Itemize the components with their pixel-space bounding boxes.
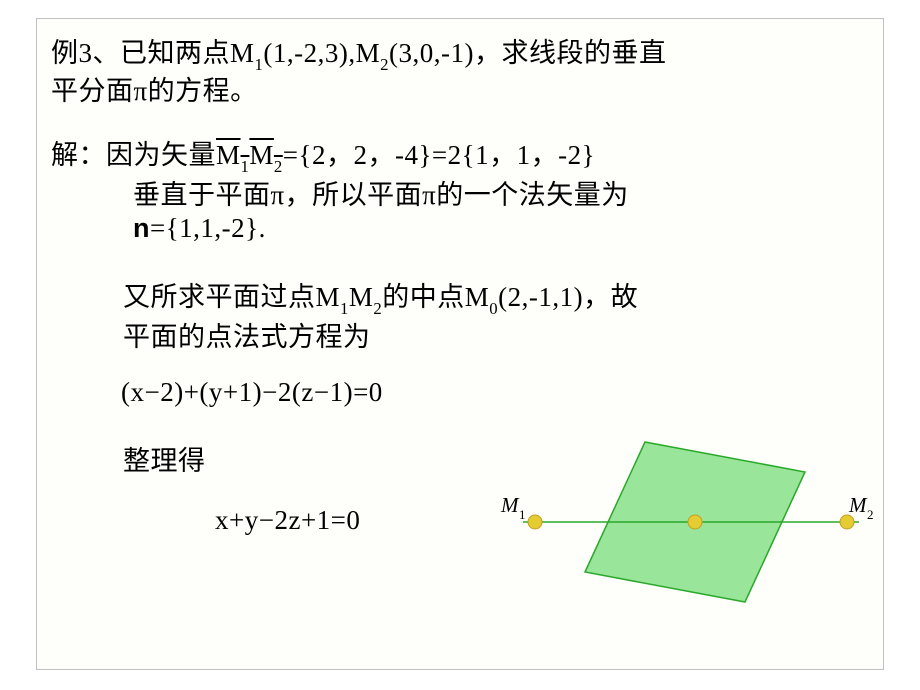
s4-d: (2,-1,1)，故 <box>498 282 638 312</box>
s1-d: ={2，2，-4}=2{1，1，-2} <box>283 140 595 170</box>
point-m1 <box>528 515 542 529</box>
solution-line-3: n={1,1,-2}. <box>133 213 266 244</box>
sub-0: 0 <box>489 299 498 318</box>
s5: 平面的点法式方程为 <box>123 322 371 352</box>
solution-line-1: 解：因为矢量M1M2={2，2，-4}=2{1，1，-2} <box>51 133 595 175</box>
problem-line-1: 例3、已知两点M1(1,-2,3),M2(3,0,-1)，求线段的垂直 <box>51 31 666 73</box>
sub-2c: 2 <box>373 299 382 318</box>
s4-b: M <box>349 282 374 312</box>
solution-line-2: 垂直于平面π，所以平面π的一个法矢量为 <box>133 173 629 212</box>
slide-inner: 例3、已知两点M1(1,-2,3),M2(3,0,-1)，求线段的垂直 平分面π… <box>36 18 884 670</box>
s8: x+y−2z+1=0 <box>215 505 360 535</box>
label-m1: M1 <box>501 493 526 521</box>
solution-line-7: 整理得 <box>123 439 206 478</box>
problem-l2: 平分面π的方程。 <box>51 76 258 106</box>
label-m1-text: M <box>501 493 519 517</box>
s2: 垂直于平面π，所以平面π的一个法矢量为 <box>133 180 629 210</box>
problem-line-2: 平分面π的方程。 <box>51 69 258 108</box>
point-center <box>688 515 702 529</box>
s3-a: n <box>133 213 150 243</box>
slide: 例3、已知两点M1(1,-2,3),M2(3,0,-1)，求线段的垂直 平分面π… <box>0 0 920 690</box>
solution-line-8: x+y−2z+1=0 <box>215 505 360 536</box>
label-m2-text: M <box>849 493 867 517</box>
s1-b: M <box>216 140 241 170</box>
solution-line-6: (x−2)+(y+1)−2(z−1)=0 <box>121 377 383 408</box>
s4-a: 又所求平面过点M <box>123 282 340 312</box>
problem-l1-b: (1,-2,3),M <box>263 38 380 68</box>
s7: 整理得 <box>123 446 206 476</box>
problem-l1-a: 例3、已知两点M <box>51 38 255 68</box>
label-m2-sub: 2 <box>867 507 874 522</box>
solution-line-5: 平面的点法式方程为 <box>123 315 371 354</box>
label-m2: M2 <box>849 493 874 521</box>
label-m1-sub: 1 <box>519 507 526 522</box>
s6: (x−2)+(y+1)−2(z−1)=0 <box>121 377 383 407</box>
s4-c: 的中点M <box>382 282 489 312</box>
problem-l1-c: (3,0,-1)，求线段的垂直 <box>389 38 666 68</box>
s1-c: M <box>249 140 274 170</box>
solution-line-4: 又所求平面过点M1M2的中点M0(2,-1,1)，故 <box>123 275 638 317</box>
s3-b: ={1,1,-2}. <box>150 213 266 243</box>
plane-diagram <box>515 427 875 627</box>
s1-a: 解：因为矢量 <box>51 140 216 170</box>
sub-2: 2 <box>380 55 389 74</box>
